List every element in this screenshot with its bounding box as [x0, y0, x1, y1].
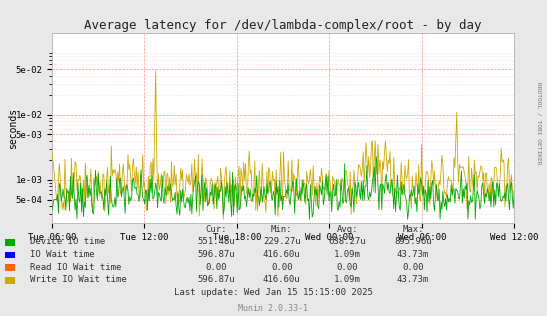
Text: 596.87u: 596.87u	[197, 250, 235, 259]
Text: Cur:: Cur:	[205, 225, 227, 234]
Text: IO Wait time: IO Wait time	[30, 250, 95, 259]
Text: 895.96u: 895.96u	[394, 237, 432, 246]
Text: 0.00: 0.00	[205, 263, 227, 271]
Title: Average latency for /dev/lambda-complex/root - by day: Average latency for /dev/lambda-complex/…	[84, 19, 482, 32]
Text: Last update: Wed Jan 15 15:15:00 2025: Last update: Wed Jan 15 15:15:00 2025	[174, 289, 373, 297]
Text: 0.00: 0.00	[336, 263, 358, 271]
Text: Read IO Wait time: Read IO Wait time	[30, 263, 121, 271]
Y-axis label: seconds: seconds	[8, 107, 18, 149]
Text: 416.60u: 416.60u	[263, 250, 300, 259]
Text: 1.09m: 1.09m	[334, 250, 361, 259]
Text: 1.09m: 1.09m	[334, 275, 361, 284]
Text: 551.48u: 551.48u	[197, 237, 235, 246]
Text: Device IO time: Device IO time	[30, 237, 106, 246]
Text: Max:: Max:	[402, 225, 424, 234]
Text: Munin 2.0.33-1: Munin 2.0.33-1	[238, 304, 309, 313]
Text: RRDTOOL / TOBI OETIKER: RRDTOOL / TOBI OETIKER	[536, 82, 542, 165]
Text: Write IO Wait time: Write IO Wait time	[30, 275, 127, 284]
Text: 43.73m: 43.73m	[397, 275, 429, 284]
Text: 0.00: 0.00	[271, 263, 293, 271]
Text: 0.00: 0.00	[402, 263, 424, 271]
Text: 638.27u: 638.27u	[329, 237, 366, 246]
Text: 229.27u: 229.27u	[263, 237, 300, 246]
Text: Min:: Min:	[271, 225, 293, 234]
Text: 596.87u: 596.87u	[197, 275, 235, 284]
Text: 416.60u: 416.60u	[263, 275, 300, 284]
Text: Avg:: Avg:	[336, 225, 358, 234]
Text: 43.73m: 43.73m	[397, 250, 429, 259]
